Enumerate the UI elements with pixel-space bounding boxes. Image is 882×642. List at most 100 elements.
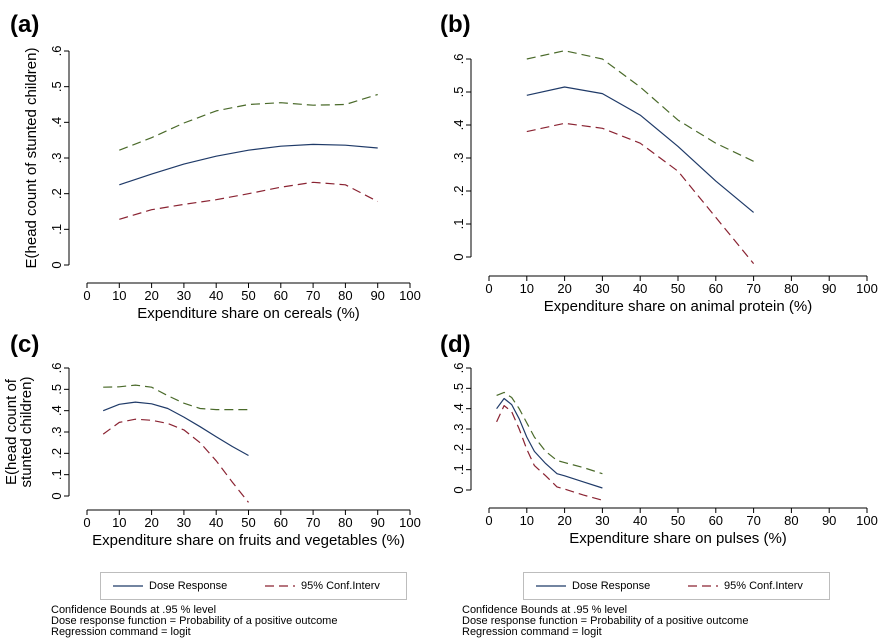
ci-lower-line <box>119 181 378 220</box>
y-tick-label: .6 <box>451 54 466 65</box>
x-tick-label: 40 <box>633 281 647 296</box>
x-tick-label: 40 <box>209 288 223 303</box>
y-tick-label: .5 <box>49 384 64 395</box>
y-axis-label: E(head count of <box>3 378 20 485</box>
y-tick-label: .6 <box>49 363 64 374</box>
x-tick-label: 40 <box>633 513 647 528</box>
ci-upper-line <box>119 93 378 151</box>
y-tick-label: .1 <box>49 224 64 235</box>
x-tick-label: 60 <box>274 288 288 303</box>
panel-a-plot: 0 10 20 30 40 50 60 70 80 90 100 Expenditure share … <box>23 46 421 322</box>
y-tick-label: .4 <box>451 403 466 414</box>
x-tick-label: 60 <box>274 515 288 530</box>
legend-ci-item: 95% Conf.Interv <box>265 573 380 599</box>
y-tick-label: 0 <box>451 486 466 493</box>
legend-dose-swatch <box>113 585 143 587</box>
panel-d-plot: 0 10 20 30 40 50 60 70 80 90 100 Expenditure share … <box>451 363 878 547</box>
y-tick-label: .5 <box>451 383 466 394</box>
dose-response-line <box>119 143 378 186</box>
note-line: Dose response function = Probability of … <box>51 615 338 627</box>
x-tick-label: 30 <box>595 281 609 296</box>
y-tick-label: .3 <box>451 424 466 435</box>
note-line: Confidence Bounds at .95 % level <box>51 604 217 616</box>
x-tick-label: 70 <box>306 515 320 530</box>
legend-dose-swatch <box>536 585 566 587</box>
note-line: Dose response function = Probability of … <box>462 615 749 627</box>
x-axis-label: Expenditure share on fruits and vegetabl… <box>92 532 405 549</box>
x-tick-label: 0 <box>83 515 90 530</box>
dose-response-line <box>526 86 754 213</box>
ci-lower-line <box>496 405 603 501</box>
y-tick-label: .6 <box>49 46 64 57</box>
legend-dose-item: Dose Response <box>113 573 227 599</box>
legend-left: Dose Response 95% Conf.Interv <box>100 572 407 600</box>
y-tick-label: .3 <box>49 153 64 164</box>
legend-ci-label: 95% Conf.Interv <box>724 580 803 592</box>
x-tick-label: 90 <box>822 513 836 528</box>
x-tick-label: 0 <box>485 513 492 528</box>
note-line: Regression command = logit <box>51 626 191 638</box>
ci-upper-line <box>496 391 603 475</box>
x-tick-label: 50 <box>241 288 255 303</box>
x-tick-label: 100 <box>399 515 421 530</box>
x-tick-label: 10 <box>520 513 534 528</box>
note-line: Regression command = logit <box>462 626 602 638</box>
panel-c-plot: 0 10 20 30 40 50 60 70 80 90 100 Expenditure share … <box>3 363 421 549</box>
panel-a-letter: (a) <box>10 11 39 38</box>
x-tick-label: 30 <box>595 513 609 528</box>
y-tick-label: 0 <box>451 253 466 260</box>
legend-dose-label: Dose Response <box>149 580 228 592</box>
x-tick-label: 0 <box>83 288 90 303</box>
x-tick-label: 10 <box>112 515 126 530</box>
y-tick-label: .1 <box>451 219 466 230</box>
panel-d-letter: (d) <box>440 331 471 358</box>
y-tick-label: .5 <box>451 87 466 98</box>
x-tick-label: 90 <box>370 288 384 303</box>
x-tick-label: 80 <box>784 281 798 296</box>
y-axis-label: E(head count of stunted children) <box>23 48 40 269</box>
y-tick-label: .3 <box>451 153 466 164</box>
ci-lower-line <box>526 122 755 264</box>
legend-ci-label: 95% Conf.Interv <box>301 580 380 592</box>
legend-dose-item: Dose Response <box>536 573 650 599</box>
x-tick-label: 100 <box>856 513 878 528</box>
x-tick-label: 30 <box>177 288 191 303</box>
x-tick-label: 90 <box>370 515 384 530</box>
x-tick-label: 20 <box>557 513 571 528</box>
x-tick-label: 100 <box>856 281 878 296</box>
y-tick-label: .2 <box>451 186 466 197</box>
y-tick-label: .4 <box>451 120 466 131</box>
legend-dose-label: Dose Response <box>572 580 651 592</box>
x-axis-label: Expenditure share on pulses (%) <box>569 530 787 547</box>
x-tick-label: 70 <box>306 288 320 303</box>
legend-ci-swatch <box>265 585 295 587</box>
x-tick-label: 30 <box>177 515 191 530</box>
y-tick-label: .1 <box>49 469 64 480</box>
x-axis-label: Expenditure share on animal protein (%) <box>544 298 812 315</box>
y-tick-label: .2 <box>49 188 64 199</box>
legend-ci-item: 95% Conf.Interv <box>688 573 803 599</box>
dose-response-line <box>496 397 603 489</box>
x-tick-label: 80 <box>338 288 352 303</box>
x-tick-label: 60 <box>709 513 723 528</box>
x-tick-label: 10 <box>112 288 126 303</box>
x-tick-label: 70 <box>746 281 760 296</box>
y-tick-label: .2 <box>49 448 64 459</box>
legend-right: Dose Response 95% Conf.Interv <box>523 572 830 600</box>
x-tick-label: 40 <box>209 515 223 530</box>
x-tick-label: 20 <box>557 281 571 296</box>
x-tick-label: 0 <box>485 281 492 296</box>
x-tick-label: 80 <box>784 513 798 528</box>
panel-b-letter: (b) <box>440 11 471 38</box>
panel-c-letter: (c) <box>10 331 39 358</box>
x-tick-label: 20 <box>144 515 158 530</box>
legend-ci-swatch <box>688 585 718 587</box>
x-tick-label: 50 <box>671 281 685 296</box>
y-tick-label: .6 <box>451 363 466 374</box>
y-tick-label: .4 <box>49 405 64 416</box>
panel-b-plot: 0 10 20 30 40 50 60 70 80 90 100 Expenditure share … <box>451 50 878 315</box>
y-tick-label: .5 <box>49 81 64 92</box>
x-tick-label: 80 <box>338 515 352 530</box>
x-tick-label: 20 <box>144 288 158 303</box>
